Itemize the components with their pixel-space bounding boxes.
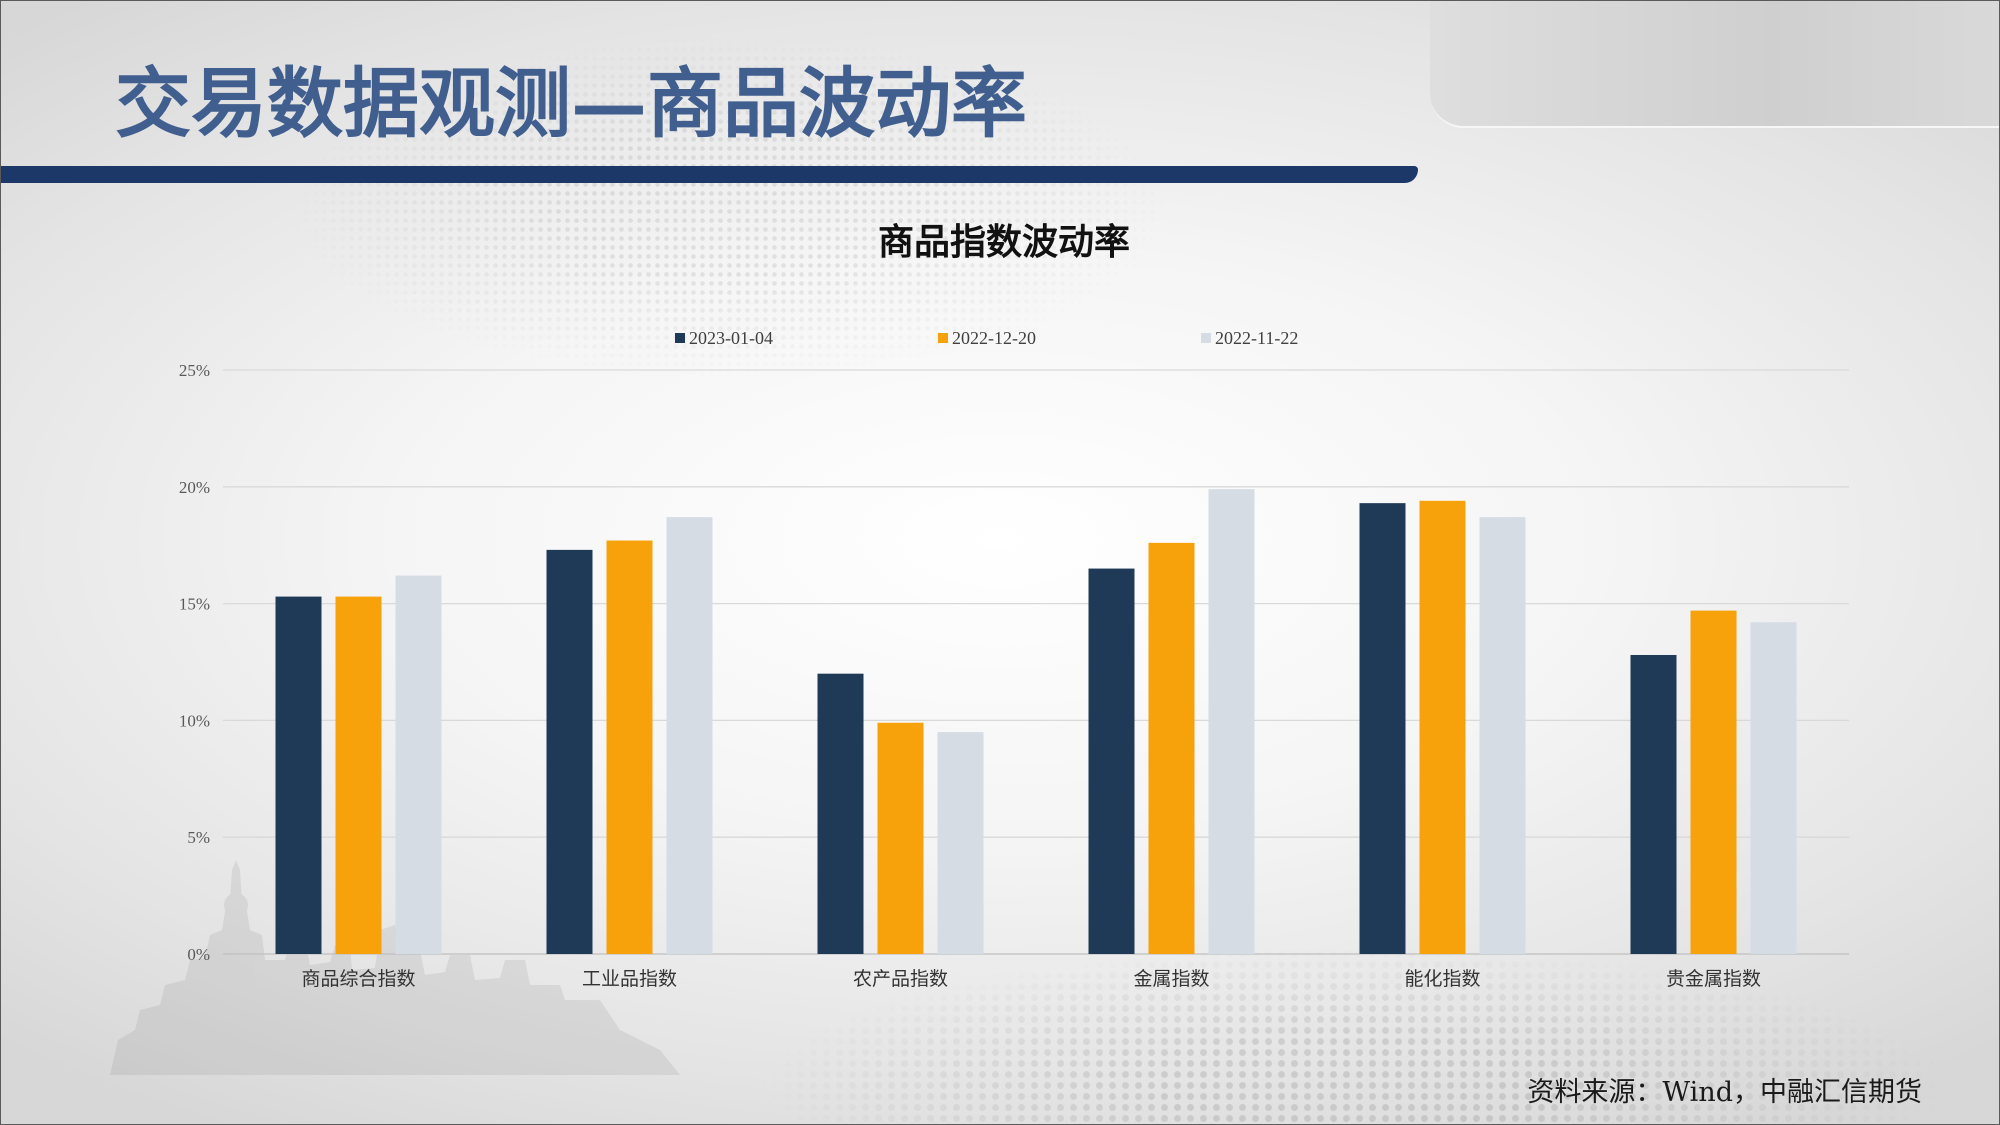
legend-swatch [1201, 333, 1211, 343]
bar-s3-c2 [666, 517, 713, 954]
bar-s1-c3 [817, 673, 864, 954]
bar-layer [275, 489, 1797, 954]
legend-label: 2022-11-22 [1215, 328, 1298, 348]
x-tick-label: 贵金属指数 [1666, 968, 1761, 990]
x-tick-label: 能化指数 [1404, 968, 1480, 990]
chart-title: 商品指数波动率 [877, 221, 1130, 263]
bar-s2-c5 [1419, 500, 1466, 954]
legend-swatch [675, 333, 685, 343]
bar-s3-c1 [395, 575, 442, 954]
skyline-silhouette [110, 860, 680, 1075]
label-layer: 0% 5% 10% 15% 20% 25% 商品综合指数 工业品指数 农产品指数 金属指数 能化指数… [179, 361, 1761, 990]
y-tick-label: 5% [187, 828, 210, 847]
y-tick-label: 20% [179, 478, 210, 497]
title-underline-band [0, 166, 1418, 183]
tower-sphere-lower [220, 939, 252, 971]
bar-s2-c3 [877, 722, 924, 954]
y-tick-label: 15% [179, 595, 210, 614]
source-note: 资料来源：Wind，中融汇信期货 [1527, 1077, 1922, 1108]
legend-swatch [938, 333, 948, 343]
x-tick-label: 工业品指数 [582, 968, 677, 990]
bar-s1-c2 [546, 549, 593, 954]
legend-label: 2022-12-20 [952, 328, 1036, 348]
bar-s2-c6 [1690, 610, 1737, 954]
x-tick-label: 商品综合指数 [301, 968, 415, 990]
bar-s3-c3 [937, 732, 984, 954]
tower-sphere-upper [224, 893, 248, 917]
bar-s3-c6 [1750, 622, 1797, 954]
legend: 2023-01-04 2022-12-20 2022-11-22 [675, 328, 1298, 348]
grid-layer [223, 369, 1849, 955]
bar-s2-c4 [1148, 542, 1195, 954]
bar-s3-c5 [1479, 517, 1526, 954]
page-title: 交易数据观测—商品波动率 [115, 59, 1027, 148]
bar-s1-c6 [1630, 654, 1677, 954]
bar-s1-c4 [1088, 568, 1135, 954]
world-map-dots-decoration [140, 0, 1320, 460]
bar-s1-c1 [275, 596, 322, 954]
bar-s2-c2 [606, 540, 653, 954]
x-tick-label: 金属指数 [1133, 968, 1209, 990]
legend-label: 2023-01-04 [689, 328, 773, 348]
skyline-shapes [110, 860, 680, 1075]
y-tick-label: 10% [179, 711, 210, 730]
bar-s3-c4 [1208, 489, 1255, 954]
y-tick-label: 0% [187, 945, 210, 964]
x-tick-label: 农产品指数 [853, 968, 948, 990]
y-tick-label: 25% [179, 361, 210, 380]
bar-s2-c1 [335, 596, 382, 954]
header-gray-band [1430, 0, 2000, 128]
bar-s1-c5 [1359, 503, 1406, 954]
